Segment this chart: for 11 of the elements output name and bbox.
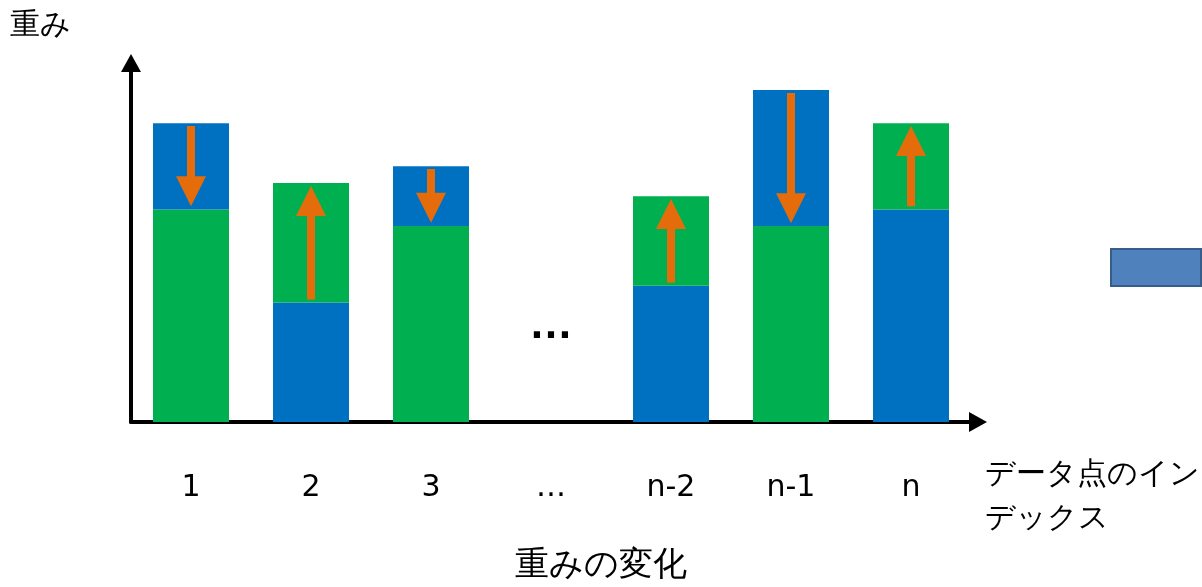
y-axis-title: 重み bbox=[10, 5, 71, 41]
x-tick-label: 3 bbox=[421, 467, 441, 503]
text: 重みの変化 bbox=[515, 543, 687, 583]
x-axis-title: データ点のインデックス bbox=[985, 454, 1200, 534]
x-tick-label: n-2 bbox=[646, 467, 696, 503]
x-tick-label: 1 bbox=[181, 467, 201, 503]
x-tick-label: 2 bbox=[301, 467, 321, 503]
annotation: … bbox=[529, 297, 573, 347]
x-tick-label: n bbox=[901, 467, 921, 503]
x-tick-label: n-1 bbox=[766, 467, 816, 503]
x-tick-label: … bbox=[536, 467, 566, 503]
